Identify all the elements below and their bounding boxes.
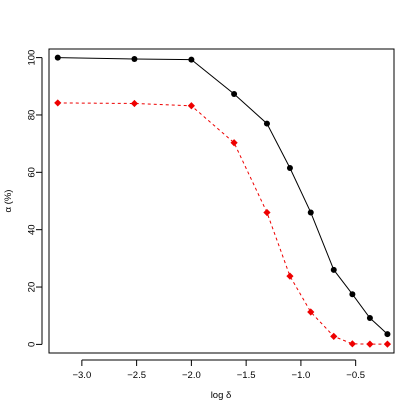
series-line [57,57,388,335]
data-point [330,332,338,340]
data-point [366,340,374,348]
data-point [188,56,195,63]
data-point [54,99,62,107]
y-tick-label: 40 [27,224,38,235]
y-axis: 0 20 40 60 80 100 [27,50,43,347]
data-point [230,139,238,147]
data-point [130,99,139,108]
data-point [307,209,314,216]
x-tick-label: −1.5 [237,370,256,381]
series-2 [54,99,392,348]
data-point [263,120,270,127]
data-point [384,331,391,338]
data-point [131,56,138,63]
x-axis-label: log δ [211,390,232,401]
data-point [349,291,356,298]
y-tick-label: 80 [27,110,38,121]
y-tick-label: 20 [27,282,38,293]
x-axis: −3.0 −2.5 −2.0 −1.5 −1.0 −0.5 [72,359,365,381]
data-point [348,340,356,348]
data-point [54,54,61,61]
y-axis-label: α (%) [3,190,14,213]
data-point [307,308,315,316]
series-layer [54,54,392,348]
data-point [187,102,195,110]
y-tick-label: 60 [27,167,38,178]
x-tick-label: −0.5 [346,370,365,381]
series-1 [54,54,391,338]
data-point [263,208,271,217]
x-tick-label: −3.0 [72,370,91,381]
data-point [286,272,294,280]
series-line [57,102,388,345]
x-tick-label: −2.5 [127,370,146,381]
data-point [286,165,293,172]
data-point [330,266,337,273]
data-point [383,340,392,348]
data-point [366,315,373,322]
y-tick-label: 100 [27,50,38,66]
y-tick-label: 0 [27,342,38,347]
data-point [231,91,238,98]
x-tick-label: −1.0 [292,370,311,381]
plot-frame [48,48,395,354]
x-tick-label: −2.0 [182,370,201,381]
